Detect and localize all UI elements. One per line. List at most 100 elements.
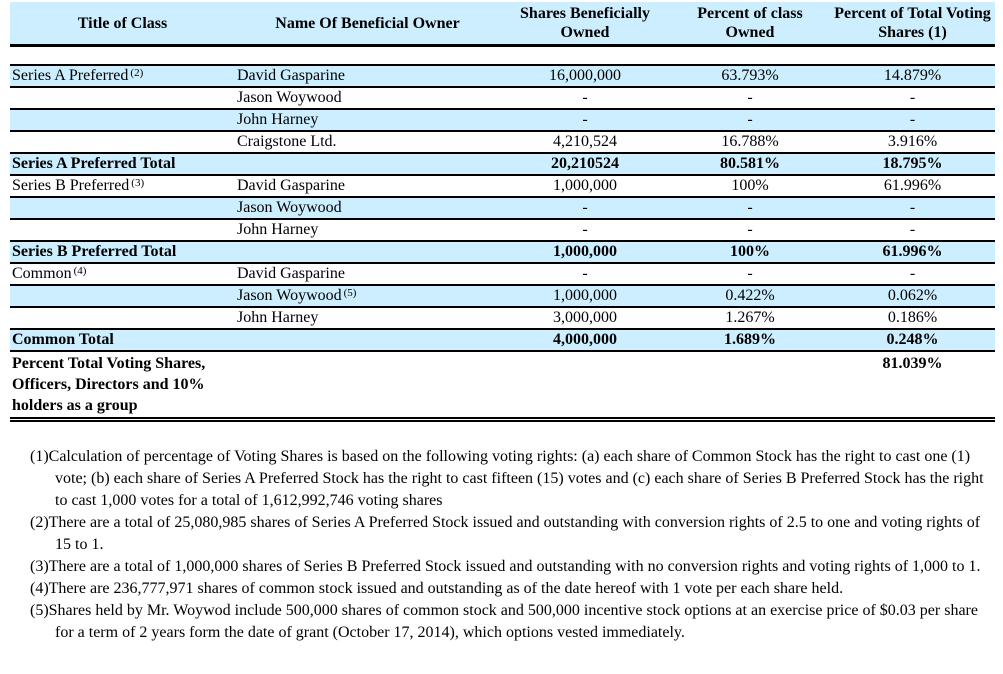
- cell-shares-owned: [500, 351, 670, 422]
- class-footnote-ref: (2): [130, 67, 144, 79]
- cell-percent-voting: -: [830, 263, 995, 286]
- footnote-number: (5): [30, 602, 49, 619]
- cell-percent-voting: 61.996%: [830, 241, 995, 264]
- footnote-number: (1): [30, 448, 49, 465]
- cell-owner-name: Jason Woywood: [235, 87, 500, 110]
- cell-title-of-class: [10, 87, 235, 110]
- class-footnote-ref: (3): [131, 177, 145, 189]
- table-row: Craigstone Ltd. 4,210,524 16.788% 3.916%: [10, 131, 995, 154]
- cell-title-of-class: Series B Preferred (3): [10, 175, 235, 198]
- footnote-number: (3): [30, 558, 49, 575]
- owner-label: John Harney: [237, 309, 319, 326]
- cell-shares-owned: 1,000,000: [500, 241, 670, 264]
- cell-shares-owned: -: [500, 197, 670, 220]
- cell-title-of-class: [10, 197, 235, 220]
- footnote-number: (4): [30, 580, 49, 597]
- cell-title-of-class: [10, 219, 235, 242]
- cell-percent-class: -: [670, 219, 830, 242]
- cell-title-of-class: Common (4): [10, 263, 235, 286]
- footnote-text: Shares held by Mr. Woywod include 500,00…: [48, 602, 978, 641]
- header-title-of-class: Title of Class: [10, 2, 235, 47]
- cell-owner-name: Jason Woywood: [235, 197, 500, 220]
- footnote: (4)There are 236,777,971 shares of commo…: [30, 578, 993, 600]
- cell-percent-voting: 0.186%: [830, 307, 995, 330]
- class-label: Series B Preferred Total: [12, 243, 177, 260]
- owner-footnote-ref: (5): [343, 287, 357, 299]
- cell-percent-class: 80.581%: [670, 153, 830, 176]
- cell-shares-owned: 16,000,000: [500, 65, 670, 88]
- cell-owner-name: [235, 351, 500, 422]
- owner-label: John Harney: [237, 111, 319, 128]
- header-percent-voting: Percent of Total Voting Shares (1): [830, 2, 995, 47]
- cell-percent-voting: 81.039%: [830, 351, 995, 422]
- cell-title-of-class: Percent Total Voting Shares, Officers, D…: [10, 351, 235, 422]
- cell-percent-voting: 0.248%: [830, 329, 995, 352]
- footnotes: (1)Calculation of percentage of Voting S…: [30, 446, 993, 644]
- cell-percent-voting: 14.879%: [830, 65, 995, 88]
- spacer-cell: [10, 45, 995, 66]
- footnote-text: There are a total of 25,080,985 shares o…: [48, 514, 981, 553]
- cell-title-of-class: Series A Preferred Total: [10, 153, 235, 176]
- cell-percent-class: 1.267%: [670, 307, 830, 330]
- cell-percent-class: -: [670, 263, 830, 286]
- cell-title-of-class: Common Total: [10, 329, 235, 352]
- cell-shares-owned: 20,210524: [500, 153, 670, 176]
- cell-owner-name: Jason Woywood (5): [235, 285, 500, 308]
- footnote-text: Calculation of percentage of Voting Shar…: [48, 448, 984, 509]
- table-header-row: Title of Class Name Of Beneficial Owner …: [10, 2, 995, 47]
- owner-label: Jason Woywood: [237, 89, 342, 106]
- table-row: Jason Woywood (5) 1,000,000 0.422% 0.062%: [10, 285, 995, 308]
- cell-shares-owned: -: [500, 219, 670, 242]
- table-header: Title of Class Name Of Beneficial Owner …: [10, 2, 995, 66]
- table-row: Series A Preferred (2) David Gasparine 16…: [10, 65, 995, 88]
- cell-shares-owned: 4,210,524: [500, 131, 670, 154]
- cell-percent-class: 100%: [670, 175, 830, 198]
- class-footnote-ref: (4): [73, 265, 87, 277]
- cell-percent-voting: -: [830, 197, 995, 220]
- cell-owner-name: [235, 329, 500, 352]
- footnote: (1)Calculation of percentage of Voting S…: [30, 446, 993, 512]
- table-row: Series B Preferred Total 1,000,000 100% …: [10, 241, 995, 264]
- table-row: Series B Preferred (3) David Gasparine 1,…: [10, 175, 995, 198]
- cell-percent-class: -: [670, 197, 830, 220]
- cell-percent-voting: 18.795%: [830, 153, 995, 176]
- cell-percent-class: 1.689%: [670, 329, 830, 352]
- footnote-text: There are 236,777,971 shares of common s…: [48, 580, 844, 597]
- footnote-number: (2): [30, 514, 49, 531]
- cell-shares-owned: -: [500, 109, 670, 132]
- cell-percent-voting: -: [830, 219, 995, 242]
- table-row: Series A Preferred Total 20,210524 80.58…: [10, 153, 995, 176]
- cell-owner-name: David Gasparine: [235, 65, 500, 88]
- table-row: Percent Total Voting Shares, Officers, D…: [10, 351, 995, 422]
- footnote: (2)There are a total of 25,080,985 share…: [30, 512, 993, 556]
- table-row: John Harney 3,000,000 1.267% 0.186%: [10, 307, 995, 330]
- cell-owner-name: John Harney: [235, 307, 500, 330]
- class-label: Series B Preferred: [12, 177, 130, 194]
- cell-owner-name: David Gasparine: [235, 263, 500, 286]
- cell-owner-name: [235, 153, 500, 176]
- cell-percent-class: [670, 351, 830, 422]
- cell-owner-name: John Harney: [235, 219, 500, 242]
- footnote: (5)Shares held by Mr. Woywod include 500…: [30, 600, 993, 644]
- class-label: Common Total: [12, 331, 114, 348]
- cell-title-of-class: [10, 285, 235, 308]
- cell-title-of-class: [10, 307, 235, 330]
- cell-shares-owned: 1,000,000: [500, 175, 670, 198]
- cell-owner-name: Craigstone Ltd.: [235, 131, 500, 154]
- cell-shares-owned: -: [500, 263, 670, 286]
- ownership-table-body: Series A Preferred (2) David Gasparine 16…: [10, 65, 995, 422]
- footnote-text: There are a total of 1,000,000 shares of…: [48, 558, 981, 575]
- header-shares-owned: Shares Beneficially Owned: [500, 2, 670, 47]
- class-label: Series A Preferred: [12, 67, 129, 84]
- owner-label: David Gasparine: [237, 265, 345, 282]
- cell-percent-class: 63.793%: [670, 65, 830, 88]
- cell-owner-name: John Harney: [235, 109, 500, 132]
- cell-title-of-class: Series A Preferred (2): [10, 65, 235, 88]
- cell-percent-class: -: [670, 109, 830, 132]
- table-row: Jason Woywood - - -: [10, 87, 995, 110]
- cell-percent-class: 0.422%: [670, 285, 830, 308]
- header-beneficial-owner: Name Of Beneficial Owner: [235, 2, 500, 47]
- owner-label: Jason Woywood: [237, 199, 342, 216]
- class-label: Series A Preferred Total: [12, 155, 176, 172]
